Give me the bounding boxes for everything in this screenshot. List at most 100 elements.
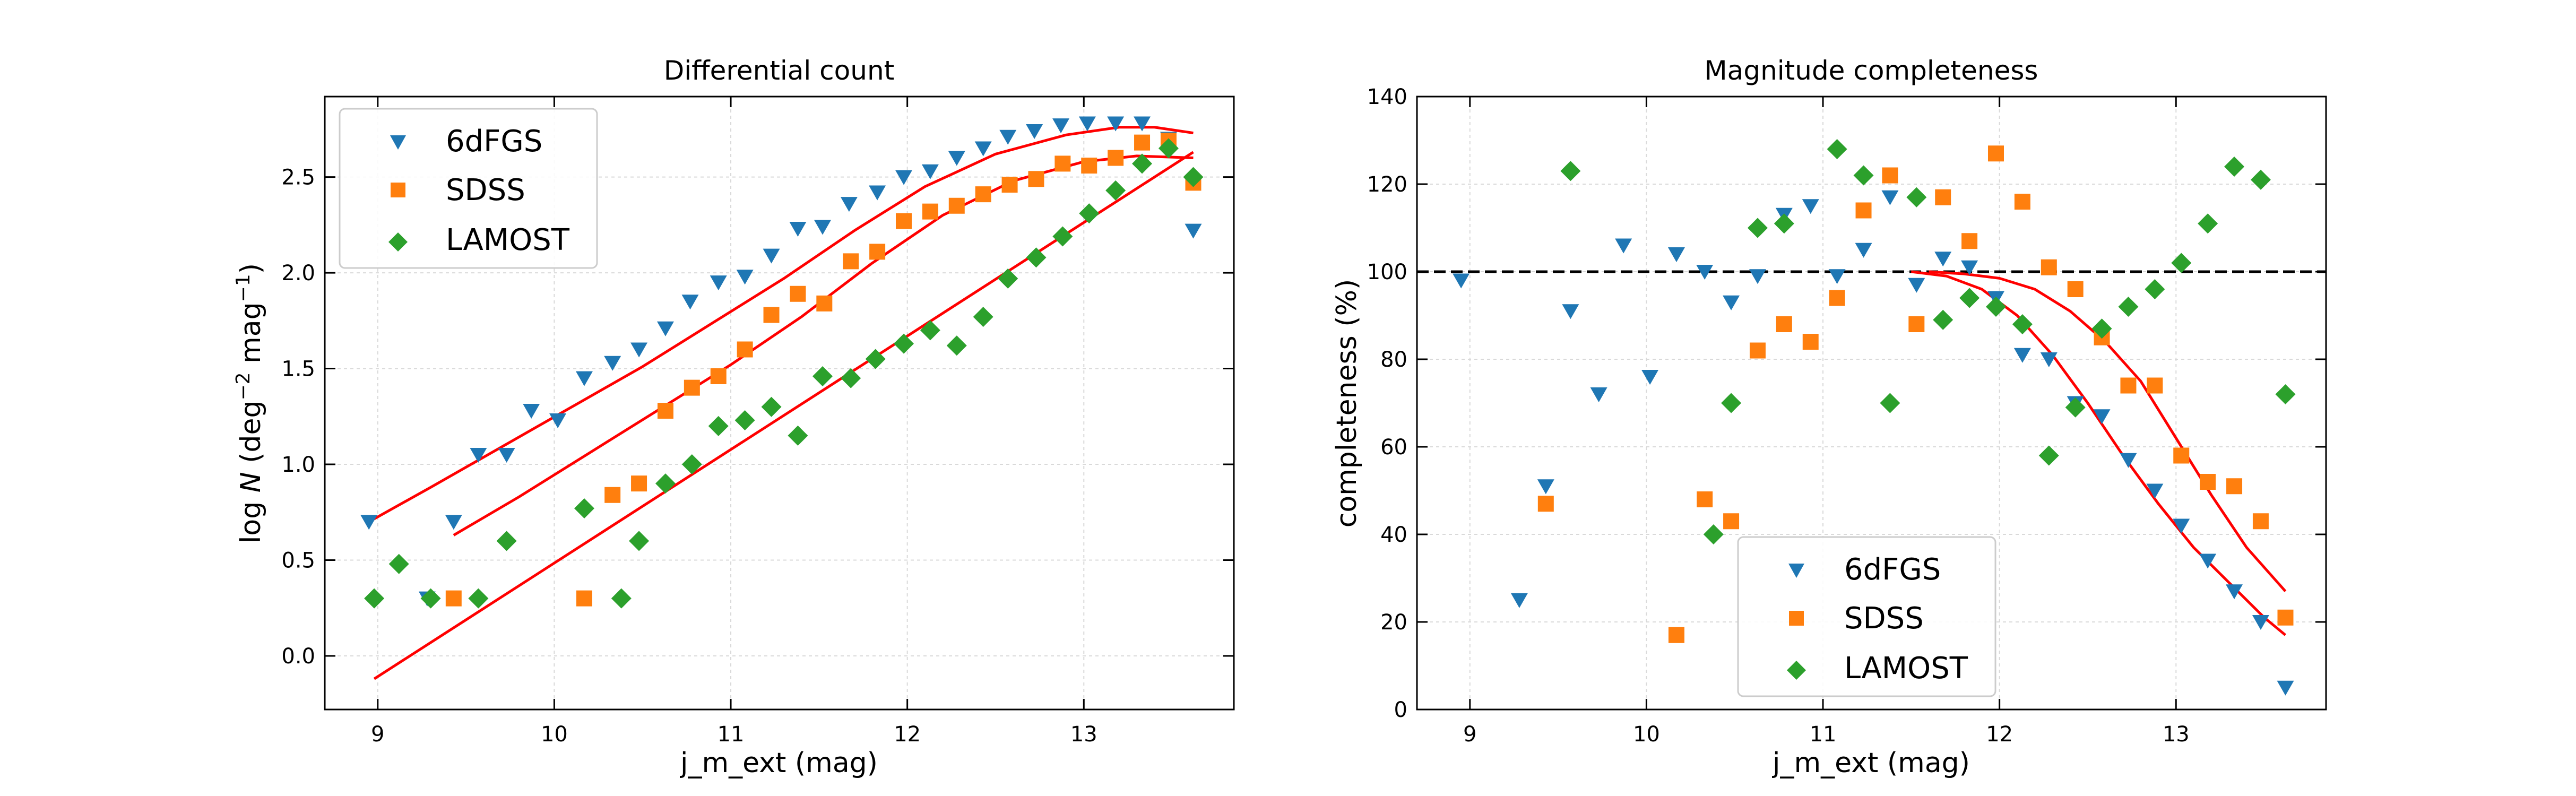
data-point-6dfgs — [2199, 553, 2217, 569]
x-tick-label: 10 — [541, 722, 568, 747]
data-point-lamost — [973, 307, 993, 327]
x-tick-label: 13 — [2163, 722, 2190, 747]
data-point-6dfgs — [840, 197, 858, 212]
data-point-sdss — [1001, 177, 1018, 193]
legend: 6dFGS SDSS LAMOST — [1737, 536, 1996, 697]
data-point-6dfgs — [1562, 304, 1579, 319]
data-point-sdss — [948, 197, 965, 214]
legend-entry-6dfgs: 6dFGS — [390, 124, 542, 159]
data-point-lamost — [1985, 297, 2006, 317]
data-point-6dfgs — [1696, 265, 1714, 280]
data-point-sdss — [790, 285, 806, 302]
data-point-6dfgs — [814, 220, 831, 235]
data-point-lamost — [1132, 153, 1153, 174]
series-lamost — [364, 138, 1204, 609]
legend-marker-sdss — [1789, 611, 1804, 626]
y-tick-label: 0 — [1394, 698, 1407, 722]
data-point-sdss — [1697, 491, 1713, 507]
legend-box — [339, 108, 598, 269]
data-point-lamost — [1158, 138, 1179, 159]
data-point-sdss — [895, 213, 912, 229]
data-point-sdss — [1537, 496, 1554, 512]
data-point-sdss — [843, 253, 859, 270]
data-point-sdss — [2147, 377, 2163, 394]
data-point-6dfgs — [1078, 116, 1096, 132]
data-point-sdss — [2041, 259, 2057, 275]
data-point-lamost — [1703, 524, 1724, 544]
data-point-6dfgs — [895, 170, 912, 185]
data-point-sdss — [631, 475, 647, 492]
data-point-sdss — [657, 402, 673, 419]
data-point-sdss — [1668, 627, 1684, 643]
data-point-sdss — [1802, 334, 1819, 350]
y-tick-label: 0.0 — [281, 644, 315, 669]
legend-label-lamost: LAMOST — [1844, 651, 1968, 686]
legend-marker-lamost — [1787, 661, 1806, 680]
data-point-6dfgs — [1934, 252, 1952, 267]
legend-box — [1737, 536, 1996, 697]
data-point-6dfgs — [470, 447, 487, 463]
data-point-lamost — [734, 410, 755, 430]
data-point-sdss — [1108, 150, 1124, 166]
data-point-sdss — [445, 590, 462, 607]
y-axis-label: log N (deg−2 mag−1) — [232, 263, 267, 543]
data-point-lamost — [893, 333, 914, 354]
data-point-sdss — [1829, 290, 1845, 306]
data-point-6dfgs — [1026, 124, 1043, 139]
data-point-sdss — [2120, 377, 2137, 394]
y-tick-label: 60 — [1380, 435, 1407, 460]
y-tick-label: 40 — [1380, 523, 1407, 547]
legend-label-6dfgs: 6dFGS — [1844, 552, 1941, 587]
data-point-6dfgs — [1802, 199, 1819, 214]
data-points — [360, 116, 1204, 609]
y-tick-label: 140 — [1367, 85, 1407, 109]
data-point-lamost — [1853, 165, 1874, 186]
data-point-sdss — [1134, 134, 1151, 151]
legend-label-sdss: SDSS — [1844, 601, 1924, 636]
y-tick-label: 80 — [1380, 348, 1407, 372]
data-point-sdss — [1908, 316, 1925, 332]
data-point-6dfgs — [1855, 243, 1872, 258]
data-point-6dfgs — [1667, 247, 1685, 262]
data-point-lamost — [468, 588, 489, 609]
data-point-sdss — [1081, 157, 1097, 174]
data-point-sdss — [1054, 155, 1071, 172]
data-point-6dfgs — [1828, 269, 1846, 284]
data-point-lamost — [1105, 180, 1126, 201]
series-6dfgs — [1453, 190, 2294, 696]
data-point-lamost — [812, 366, 833, 386]
data-point-6dfgs — [999, 129, 1017, 145]
y-tick-label: 2.0 — [281, 261, 315, 285]
data-point-lamost — [2118, 297, 2139, 317]
data-point-6dfgs — [948, 151, 965, 166]
data-point-lamost — [2198, 213, 2218, 234]
data-point-6dfgs — [1510, 593, 1528, 608]
data-point-sdss — [1723, 513, 1740, 530]
legend-entry-6dfgs: 6dFGS — [1788, 552, 1941, 587]
data-point-lamost — [1721, 393, 1742, 413]
data-point-lamost — [2091, 318, 2112, 339]
x-axis: 9 10 11 12 13 — [371, 97, 1097, 747]
y-tick-label: 1.5 — [281, 357, 315, 382]
chart-title: Magnitude completeness — [1705, 55, 2038, 86]
y-axis: 0 20 40 60 80 100 120 140 — [1367, 85, 2326, 722]
series-6dfgs — [360, 116, 1202, 607]
data-point-6dfgs — [2040, 352, 2058, 367]
data-point-sdss — [1776, 316, 1792, 332]
data-point-6dfgs — [604, 356, 621, 371]
data-point-sdss — [604, 487, 621, 503]
x-axis: 9 10 11 12 13 — [1463, 97, 2190, 747]
legend-marker-sdss — [391, 183, 405, 197]
data-point-6dfgs — [2252, 615, 2269, 630]
x-tick-label: 9 — [371, 722, 384, 747]
data-point-lamost — [1880, 393, 1900, 413]
data-point-lamost — [708, 416, 729, 436]
x-axis-label: j_m_ext (mag) — [680, 747, 878, 779]
data-point-6dfgs — [2277, 680, 2294, 696]
y-tick-label: 20 — [1380, 610, 1407, 635]
data-point-6dfgs — [1749, 269, 1766, 284]
data-point-lamost — [920, 320, 940, 341]
data-point-lamost — [2171, 253, 2192, 273]
data-point-6dfgs — [498, 447, 515, 463]
data-point-6dfgs — [869, 185, 886, 201]
